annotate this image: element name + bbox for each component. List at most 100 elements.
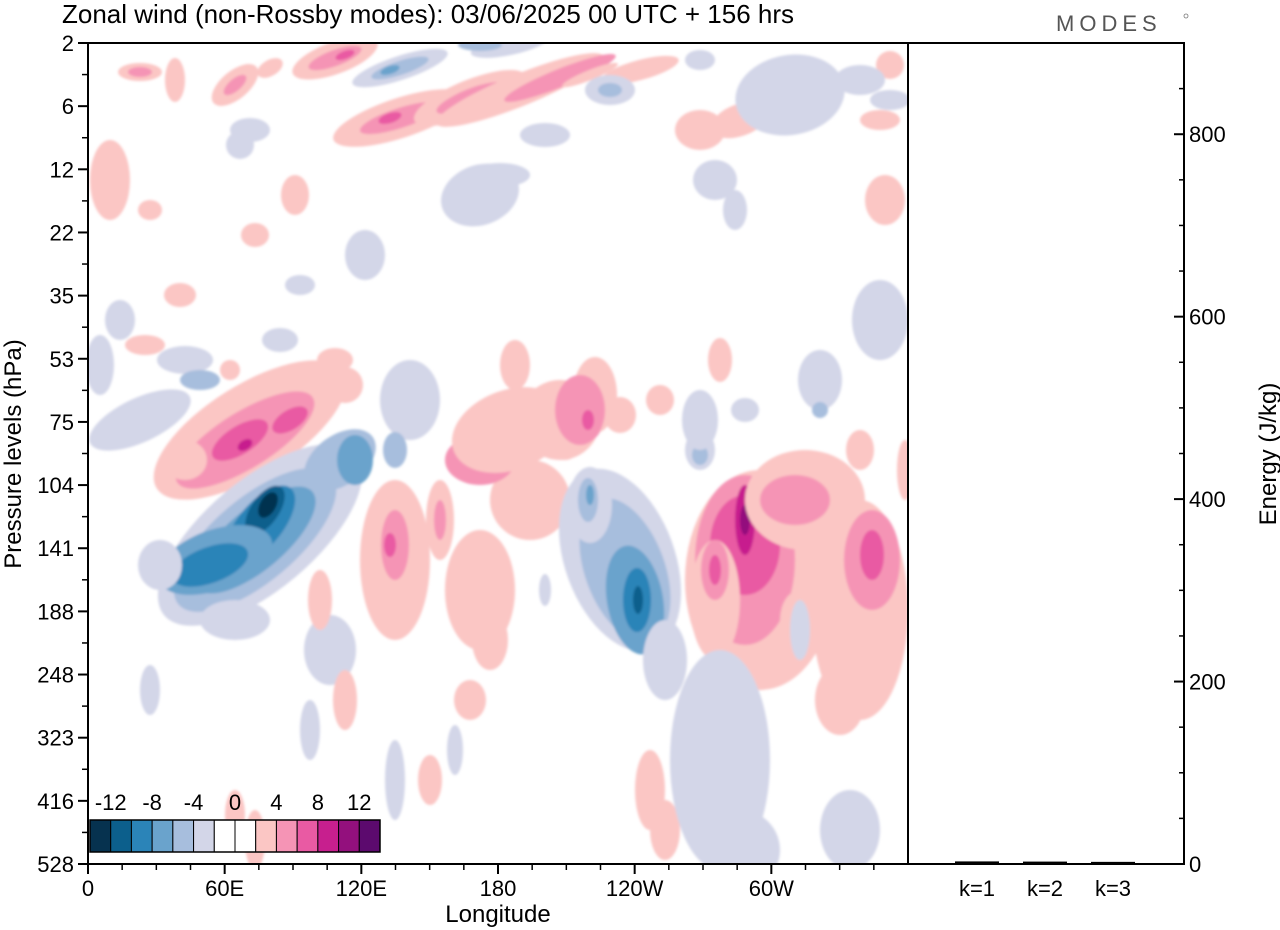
- x-tick-label: 180: [480, 876, 517, 901]
- energy-axis: 0 200 400 600 800: [1174, 87, 1226, 877]
- y-tick-label: 141: [37, 536, 74, 561]
- contour-region: [709, 555, 721, 585]
- contour-region: [562, 62, 618, 88]
- contour-region: [852, 280, 908, 360]
- contour-region: [820, 790, 880, 864]
- energy-bar: [955, 861, 999, 864]
- contour-region: [897, 440, 908, 500]
- contour-region: [337, 435, 373, 485]
- k-tick-label: k=2: [1027, 876, 1063, 901]
- colorbar-swatch: [213, 819, 236, 853]
- contour-region: [105, 300, 135, 340]
- contour-region: [693, 160, 737, 200]
- x-tick-label: 120E: [336, 876, 387, 901]
- x-axis-label: Longitude: [445, 901, 550, 928]
- contour-region: [860, 530, 884, 580]
- colorbar-swatch: [234, 819, 257, 853]
- y-tick-label: 53: [50, 347, 74, 372]
- contour-region: [165, 58, 185, 102]
- colorbar-tick-label: 12: [347, 790, 371, 815]
- contour-region: [472, 610, 508, 670]
- contour-region: [345, 230, 385, 280]
- contour-region: [88, 335, 114, 395]
- colorbar-tick-label: 8: [312, 790, 324, 815]
- y-tick-label: 2: [62, 31, 74, 56]
- contour-region: [470, 43, 550, 58]
- contour-region: [335, 49, 355, 61]
- colorbar-swatch: [110, 819, 132, 853]
- contour-region: [380, 65, 400, 75]
- y-axis: 2 6 12 22 35 53 75 104 141 188 248 323 416 528: [37, 31, 88, 877]
- colorbar-tick-label: 4: [270, 790, 282, 815]
- contour-region: [731, 398, 759, 422]
- contour-region: [220, 360, 240, 380]
- contour-region: [458, 43, 502, 51]
- contour-region: [285, 275, 315, 295]
- colorbar-tick-label: -12: [95, 790, 127, 815]
- contour-region: [865, 175, 905, 225]
- contour-region: [870, 90, 908, 110]
- contour-region: [380, 360, 440, 440]
- colorbar-swatch: [193, 819, 215, 853]
- contour-region: [643, 620, 687, 700]
- contour-region: [490, 460, 570, 540]
- colorbar: [89, 819, 381, 853]
- colorbar-swatch: [151, 819, 174, 853]
- energy-tick-label: 0: [1189, 852, 1201, 877]
- contour-region: [333, 670, 357, 730]
- y-tick-label: 248: [37, 663, 74, 688]
- contour-region: [846, 430, 874, 470]
- contour-region: [760, 475, 830, 525]
- y-tick-label: 35: [50, 284, 74, 309]
- energy-tick-label: 800: [1189, 122, 1226, 147]
- k-tick-label: k=1: [959, 876, 995, 901]
- contour-region: [447, 725, 463, 775]
- colorbar-swatch: [255, 819, 277, 853]
- contour-field: [88, 43, 908, 864]
- contour-region: [454, 680, 486, 720]
- contour-region: [200, 600, 270, 640]
- contour-region: [90, 140, 130, 220]
- contour-region: [604, 397, 636, 433]
- energy-tick-label: 400: [1189, 487, 1226, 512]
- colorbar-swatch: [317, 819, 340, 853]
- contour-region: [258, 492, 278, 518]
- contour-region: [128, 67, 152, 77]
- contour-region: [555, 375, 605, 445]
- energy-bars: [955, 861, 1135, 864]
- contour-region: [157, 346, 213, 374]
- contour-region: [262, 328, 298, 352]
- energy-bar: [1091, 861, 1135, 864]
- contour-region: [586, 485, 594, 505]
- y-tick-label: 188: [37, 599, 74, 624]
- brand-logo: MODES: [1056, 11, 1162, 36]
- contour-region: [308, 570, 332, 630]
- contour-region: [504, 54, 616, 102]
- x-axis: 0 60E 120E 180 120W 60W: [82, 864, 875, 901]
- contour-region: [241, 223, 269, 247]
- contour-region: [384, 533, 396, 557]
- wavenumber-axis: k=1 k=2 k=3: [959, 876, 1131, 901]
- contour-region: [418, 755, 442, 805]
- contour-region: [815, 665, 865, 735]
- colorbar-swatch: [338, 819, 360, 853]
- registered-mark-icon: [1183, 13, 1189, 19]
- contour-region: [520, 123, 570, 147]
- contour-region: [383, 432, 407, 468]
- contour-region: [682, 390, 718, 450]
- energy-tick-label: 600: [1189, 305, 1226, 330]
- contour-region: [633, 586, 643, 614]
- contour-region: [138, 200, 162, 220]
- contour-region: [237, 439, 253, 451]
- contour-region: [646, 385, 674, 415]
- k-tick-label: k=3: [1095, 876, 1131, 901]
- y-tick-label: 6: [62, 94, 74, 119]
- contour-region: [171, 543, 249, 587]
- contour-region: [89, 389, 191, 451]
- contour-region: [798, 350, 842, 410]
- colorbar-swatch: [275, 819, 298, 853]
- colorbar-swatch: [172, 819, 195, 853]
- y-tick-label: 75: [50, 410, 74, 435]
- contour-region: [700, 810, 780, 864]
